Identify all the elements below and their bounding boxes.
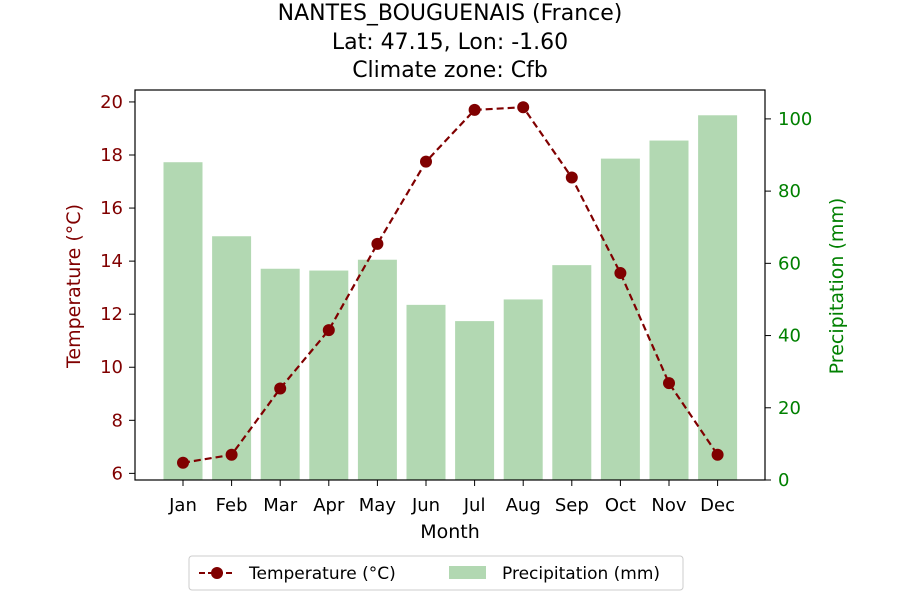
x-tick-label-feb: Feb (216, 495, 248, 516)
chart-title-line-2: Lat: 47.15, Lon: -1.60 (332, 30, 568, 55)
temperature-point-feb (225, 448, 238, 461)
temperature-point-nov (663, 377, 675, 390)
temperature-point-oct (614, 267, 627, 280)
x-tick-label-oct: Oct (605, 495, 636, 516)
x-tick-label-jan: Jan (168, 495, 197, 516)
left-tick-label: 6 (112, 463, 123, 484)
right-axis-ticks: 0 20 40 60 80 100 (765, 109, 812, 491)
legend-box (188, 555, 684, 591)
temperature-point-aug (517, 101, 530, 114)
x-tick-label-nov: Nov (651, 495, 686, 516)
right-tick-label: 60 (778, 253, 801, 274)
precipitation-bar-jan (163, 162, 203, 480)
x-tick-label-jul: Jul (463, 495, 486, 516)
x-tick-label-jun: Jun (411, 495, 440, 516)
precipitation-bar-may (357, 259, 397, 480)
left-axis-ticks: 6 8 10 12 14 16 18 20 (100, 92, 135, 484)
temperature-line-group (177, 101, 724, 469)
x-tick-label-sep: Sep (555, 495, 589, 516)
temperature-point-dec (711, 448, 724, 461)
precipitation-bar-sep (552, 265, 592, 480)
temperature-point-jan (177, 456, 189, 469)
legend-temperature-marker (211, 567, 223, 579)
right-tick-label: 80 (778, 181, 801, 202)
left-tick-label: 18 (100, 145, 123, 166)
temperature-point-jul (468, 103, 481, 116)
plot-frame (134, 89, 766, 481)
temperature-point-sep (565, 171, 578, 184)
temperature-point-mar (274, 382, 287, 395)
precipitation-bar-apr (309, 270, 349, 480)
temperature-point-apr (322, 324, 335, 337)
temperature-point-jun (420, 155, 432, 168)
x-tick-label-apr: Apr (313, 495, 345, 516)
precipitation-bar-feb (212, 236, 252, 480)
temperature-point-may (371, 237, 384, 250)
precipitation-bars (163, 115, 738, 481)
precipitation-bar-dec (698, 115, 738, 481)
right-tick-label: 100 (778, 109, 812, 130)
x-tick-label-mar: Mar (263, 495, 298, 516)
right-tick-label: 40 (778, 326, 801, 347)
left-tick-label: 14 (100, 251, 123, 272)
x-tick-label-aug: Aug (506, 495, 541, 516)
left-tick-label: 8 (112, 410, 123, 431)
legend-precipitation-label: Precipitation (mm) (502, 564, 660, 584)
x-tick-label-dec: Dec (700, 495, 735, 516)
right-tick-label: 0 (778, 470, 789, 491)
precipitation-bar-oct (600, 158, 640, 480)
chart-title-line-1: NANTES_BOUGUENAIS (France) (278, 1, 623, 26)
right-axis-label: Precipitation (mm) (826, 198, 848, 375)
x-axis-ticks: Jan Feb Mar Apr May Jun Jul Aug Sep Oct Nov Dec (168, 480, 735, 516)
left-tick-label: 16 (100, 198, 123, 219)
left-tick-label: 10 (100, 357, 123, 378)
chart-title-line-3: Climate zone: Cfb (352, 58, 548, 83)
legend-temperature-label: Temperature (°C) (248, 564, 396, 584)
precipitation-bar-aug (503, 299, 543, 480)
legend: Temperature (°C) Precipitation (mm) (188, 555, 684, 591)
left-tick-label: 20 (100, 92, 123, 113)
left-tick-label: 12 (100, 304, 123, 325)
legend-precipitation-swatch (449, 566, 486, 579)
precipitation-bar-nov (649, 140, 689, 481)
x-tick-label-may: May (359, 495, 397, 516)
x-axis-label: Month (420, 521, 480, 543)
left-axis-label: Temperature (°C) (63, 204, 85, 369)
right-tick-label: 20 (778, 398, 801, 419)
precipitation-bar-jun (406, 304, 446, 480)
precipitation-bar-jul (455, 321, 495, 480)
precipitation-bar-mar (260, 268, 300, 480)
